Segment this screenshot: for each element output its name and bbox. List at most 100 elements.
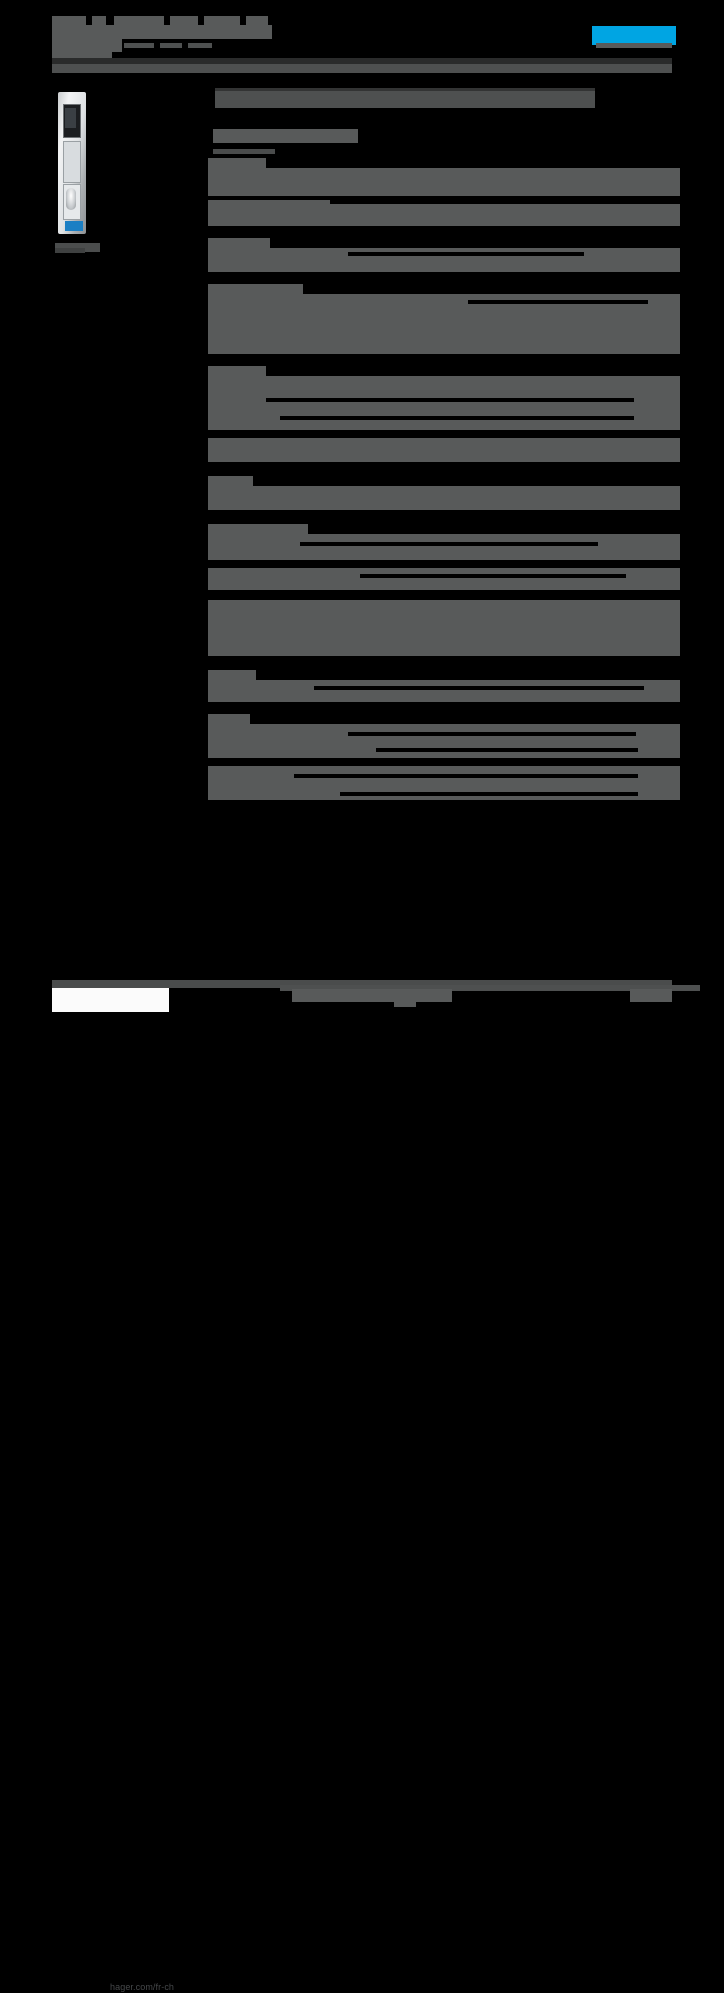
footer-page-number — [630, 989, 672, 1002]
spec-row-marker — [208, 488, 217, 492]
spec-group — [208, 714, 680, 804]
spec-row-leader — [294, 774, 638, 778]
spec-row-marker — [208, 418, 217, 422]
spec-row — [208, 248, 680, 272]
footer-url-box[interactable]: hager.com/fr-ch — [52, 988, 174, 1992]
spec-row-leader — [314, 686, 644, 690]
spec-row — [208, 534, 680, 560]
spec-group-heading — [208, 524, 308, 534]
spec-row-marker — [208, 734, 217, 738]
product-dial — [66, 188, 76, 210]
spec-row — [208, 294, 680, 354]
spec-row-marker — [208, 690, 217, 694]
spec-row-marker — [208, 394, 217, 398]
spec-row-leader — [348, 252, 584, 256]
spec-row-leader — [300, 542, 598, 546]
spec-group-heading — [208, 366, 266, 376]
hager-logo-underline — [596, 43, 672, 48]
footer-center-text-descender — [394, 1000, 416, 1007]
spec-row-marker — [208, 552, 217, 556]
spec-row-marker — [208, 726, 217, 730]
spec-row-marker — [208, 784, 217, 788]
spec-row — [208, 376, 680, 430]
spec-group — [208, 366, 680, 466]
spec-row-marker — [208, 536, 217, 540]
page-subtitle-rule — [213, 149, 275, 154]
spec-row-leader — [330, 200, 680, 204]
header-title — [52, 16, 292, 62]
page-title-ascenders — [215, 88, 595, 93]
spec-group-heading — [208, 670, 256, 680]
hager-logo — [592, 26, 676, 48]
page-subtitle — [213, 129, 358, 143]
product-image — [52, 88, 104, 240]
spec-row-marker — [208, 544, 217, 548]
spec-row-marker — [208, 792, 217, 796]
spec-row-marker — [208, 496, 217, 500]
spec-row-marker — [208, 602, 217, 606]
spec-row — [208, 724, 680, 758]
spec-row-leader — [468, 300, 648, 304]
spec-row-marker — [208, 306, 217, 310]
spec-group-heading — [208, 158, 266, 168]
spec-group — [208, 284, 680, 356]
spec-row-marker — [208, 212, 217, 216]
footer-top-bar — [280, 985, 700, 991]
spec-row-leader — [360, 574, 626, 578]
spec-table — [208, 158, 680, 814]
spec-row-marker — [208, 776, 217, 780]
spec-row-marker — [208, 378, 217, 382]
spec-row — [208, 568, 680, 590]
product-panel-middle — [63, 141, 81, 183]
spec-group — [208, 158, 680, 228]
spec-row — [208, 766, 680, 800]
spec-row — [208, 168, 680, 196]
product-label — [65, 221, 83, 231]
product-caption-line2 — [55, 248, 85, 253]
spec-row-marker — [208, 742, 217, 746]
header-rule — [52, 64, 672, 73]
footer-url-label: hager.com/fr-ch — [110, 1982, 175, 1992]
spec-row-marker — [208, 296, 217, 300]
spec-row-leader — [376, 748, 638, 752]
spec-row — [208, 200, 680, 226]
page-title — [215, 91, 595, 108]
spec-group-heading — [208, 714, 250, 724]
header-rule-highlight — [52, 58, 672, 64]
spec-row-marker — [208, 250, 217, 254]
spec-row-marker — [208, 386, 217, 390]
spec-row-marker — [208, 402, 217, 406]
spec-row-marker — [208, 440, 217, 444]
spec-row-leader — [266, 398, 634, 402]
product-caption — [55, 243, 100, 252]
spec-row-marker — [208, 260, 217, 264]
spec-row-marker — [208, 682, 217, 686]
spec-row-marker — [208, 570, 217, 574]
footer-rule — [52, 980, 672, 988]
spec-row — [208, 486, 680, 510]
spec-row-marker — [208, 768, 217, 772]
spec-group — [208, 670, 680, 704]
spec-row-marker — [208, 578, 217, 582]
footer-center-text — [292, 989, 452, 1002]
spec-row-marker — [208, 448, 217, 452]
hager-wordmark — [592, 26, 676, 45]
spec-row-leader — [340, 792, 638, 796]
spec-row-marker — [208, 202, 217, 206]
spec-row — [208, 680, 680, 702]
spec-group — [208, 238, 680, 274]
spec-group — [208, 476, 680, 514]
spec-group-heading — [208, 284, 303, 294]
spec-row — [208, 600, 680, 656]
spec-row — [208, 438, 680, 462]
spec-row-leader — [348, 732, 636, 736]
spec-row-marker — [208, 180, 217, 184]
spec-group — [208, 524, 680, 660]
spec-row-marker — [208, 750, 217, 754]
spec-group-heading — [208, 238, 270, 248]
spec-row-leader — [280, 416, 634, 420]
spec-row-marker — [208, 170, 217, 174]
datasheet-page: hager.com/fr-ch — [52, 16, 700, 1992]
spec-group-heading — [208, 476, 253, 486]
spec-row-marker — [208, 410, 217, 414]
